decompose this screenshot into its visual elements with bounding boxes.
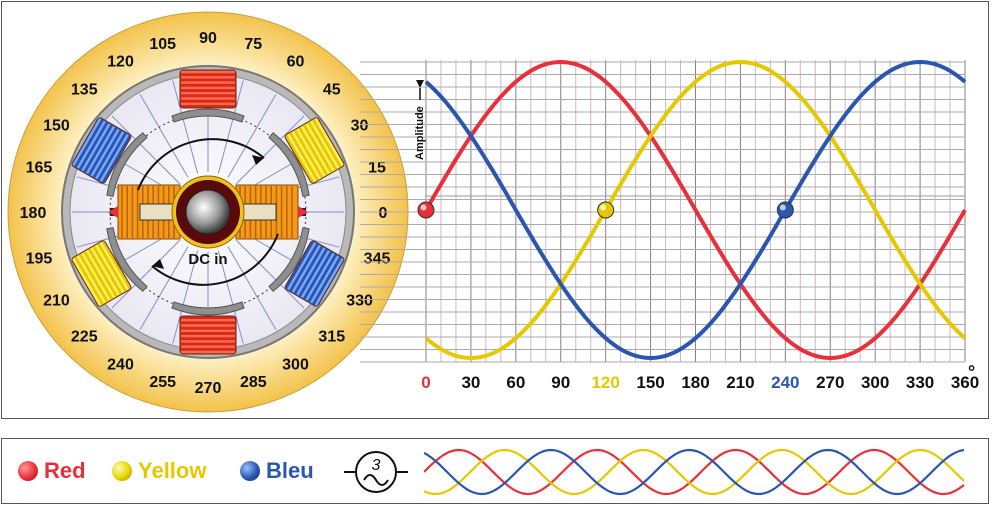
x-tick-label: 330 xyxy=(906,373,934,392)
legend-label-yellow: Yellow xyxy=(138,458,207,483)
degree-symbol: ° xyxy=(968,362,975,382)
legend-item-bleu: Bleu xyxy=(240,448,314,494)
x-tick-label: 180 xyxy=(681,373,709,392)
mini-series-yellow xyxy=(424,448,965,496)
angle-label: 330 xyxy=(346,293,373,310)
mini-waveform xyxy=(424,448,965,496)
legend-label-red: Red xyxy=(44,458,86,483)
stator-coil xyxy=(71,117,148,198)
legend-panel xyxy=(1,438,989,504)
angle-label: 210 xyxy=(43,293,70,310)
angle-label: 315 xyxy=(318,329,345,346)
three-phase-ac-symbol: 3 xyxy=(344,451,408,493)
angle-label: 270 xyxy=(195,380,222,397)
stator-coil xyxy=(268,226,345,307)
stator-coil xyxy=(268,117,345,198)
stator-coil xyxy=(71,226,148,307)
angle-label: 60 xyxy=(287,53,305,70)
series-line-bleu xyxy=(424,59,967,361)
mini-series-red xyxy=(424,448,965,496)
shaft-label: DC in xyxy=(188,251,227,268)
stator-coils xyxy=(71,69,345,355)
waveform-chart: 0 30 60 90 120 150 180 210 240 270 300 330 360 Ampli… xyxy=(360,59,979,392)
phase-marker xyxy=(776,201,794,219)
angle-labels: 0 15 30 45 60 75 90 105 120 135 150 165 180 195 210 225… xyxy=(20,30,391,397)
angle-label: 225 xyxy=(71,329,98,346)
x-tick-label: 150 xyxy=(636,373,664,392)
phase-markers xyxy=(417,201,794,219)
angle-label: 240 xyxy=(107,357,134,374)
angle-label: 0 xyxy=(379,205,388,222)
mini-series-bleu xyxy=(424,448,965,496)
angle-label: 180 xyxy=(20,205,47,222)
x-tick-label: 300 xyxy=(861,373,889,392)
series-line-red xyxy=(424,59,967,361)
angle-label: 300 xyxy=(282,357,309,374)
angle-label: 135 xyxy=(71,81,98,98)
angle-label: 90 xyxy=(199,30,217,47)
x-tick-label: 120 xyxy=(591,373,619,392)
x-tick-label: 360 xyxy=(951,373,979,392)
angle-label: 195 xyxy=(26,250,53,267)
legend-label-bleu: Bleu xyxy=(266,458,314,483)
angle-label: 75 xyxy=(244,36,262,53)
angle-label: 120 xyxy=(107,53,134,70)
phase-marker xyxy=(597,201,615,219)
angle-label: 285 xyxy=(240,374,267,391)
legend-item-yellow: Yellow xyxy=(112,448,206,494)
x-tick-label: 270 xyxy=(816,373,844,392)
x-tick-label: 30 xyxy=(461,373,480,392)
stator-coil xyxy=(171,69,245,123)
phase-marker xyxy=(417,201,435,219)
x-tick-label: 0 xyxy=(421,373,430,392)
red-dot xyxy=(18,461,38,481)
blue-dot xyxy=(240,461,260,481)
angle-label: 165 xyxy=(26,160,53,177)
angle-label: 345 xyxy=(364,250,391,267)
angle-label: 105 xyxy=(149,36,176,53)
angle-label: 30 xyxy=(351,118,369,135)
x-axis-ticks: 0 30 60 90 120 150 180 210 240 270 300 330 360 xyxy=(421,373,979,392)
x-tick-label: 240 xyxy=(771,373,799,392)
x-tick-label: 90 xyxy=(551,373,570,392)
yellow-dot xyxy=(112,461,132,481)
angle-label: 150 xyxy=(43,118,70,135)
y-axis-label: Amplitude xyxy=(414,106,426,160)
x-tick-label: 60 xyxy=(506,373,525,392)
series-line-yellow xyxy=(424,59,967,361)
angle-label: 15 xyxy=(368,160,386,177)
angle-label: 45 xyxy=(323,81,341,98)
rotor xyxy=(108,138,308,286)
angle-label: 255 xyxy=(149,374,176,391)
legend-item-red: Red xyxy=(18,448,86,494)
x-tick-label: 210 xyxy=(726,373,754,392)
phase-count: 3 xyxy=(372,457,381,474)
stator-coil xyxy=(171,301,245,355)
generator-diagram: 0 15 30 45 60 75 90 105 120 135 150 165 180 195 210 225… xyxy=(7,11,409,413)
chart-series xyxy=(424,59,967,361)
